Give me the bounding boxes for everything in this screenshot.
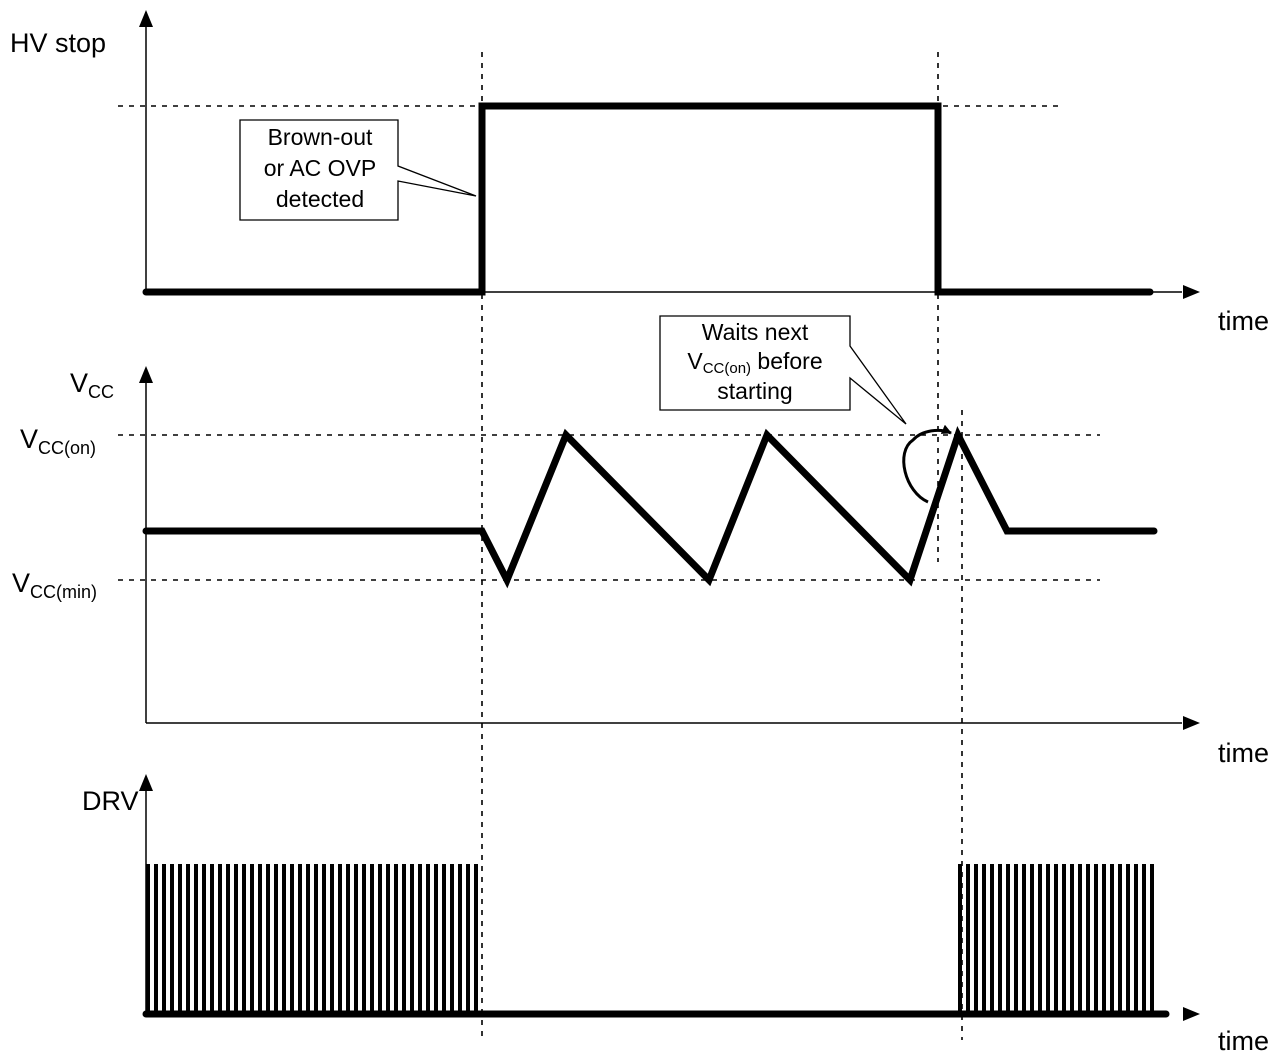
- vcc-min-label: VCC(min): [12, 568, 97, 602]
- vcc-min-label-main: V: [12, 568, 30, 598]
- vcc-on-label-main: V: [20, 424, 38, 454]
- drv-pulse-train-left: [146, 864, 478, 1014]
- hv-stop-waveform: [142, 102, 1154, 296]
- drv-y-arrowhead: [139, 774, 153, 791]
- vcc-on-label: VCC(on): [20, 424, 96, 458]
- vcc-on-label-sub: CC(on): [38, 438, 96, 458]
- brownout-callout: Brown-out or AC OVP detected: [239, 119, 477, 221]
- hv-stop-x-arrowhead: [1183, 285, 1200, 299]
- brownout-callout-line-1: Brown-out: [268, 124, 373, 150]
- waits-callout-line-3: starting: [717, 378, 792, 404]
- vcc-y-arrowhead: [139, 366, 153, 383]
- vcc-min-label-sub: CC(min): [30, 582, 97, 602]
- waits-curved-arrow: [902, 424, 952, 504]
- waits-callout-line-1: Waits next: [702, 319, 809, 345]
- drv-x-arrowhead: [1183, 1007, 1200, 1021]
- waits-callout-line-2: VCC(on) before: [687, 348, 822, 377]
- vcc-label-sub: CC: [88, 382, 114, 402]
- time-label-bottom: time: [1218, 1026, 1269, 1054]
- vcc-label-main: V: [70, 368, 88, 398]
- time-label-middle: time: [1218, 738, 1269, 768]
- waits-callout-line-2-rest: before: [751, 348, 823, 374]
- waits-callout-line-2-sub: CC(on): [703, 360, 751, 377]
- time-label-top: time: [1218, 306, 1269, 336]
- waits-callout-line-2-main: V: [687, 348, 703, 374]
- hv-stop-label: HV stop: [10, 28, 106, 58]
- vcc-label: VCC: [70, 368, 114, 402]
- drv-pulse-train-right: [958, 864, 1154, 1014]
- drv-label: DRV: [82, 786, 139, 816]
- brownout-callout-line-2: or AC OVP: [264, 155, 376, 181]
- brownout-callout-line-3: detected: [276, 186, 364, 212]
- vcc-waveform: [142, 425, 1158, 589]
- waits-callout: Waits next VCC(on) before starting: [659, 315, 907, 425]
- hv-stop-y-arrowhead: [139, 10, 153, 27]
- brownout-callout-box: [239, 119, 477, 221]
- vcc-x-arrowhead: [1183, 716, 1200, 730]
- waits-callout-box: [659, 315, 907, 425]
